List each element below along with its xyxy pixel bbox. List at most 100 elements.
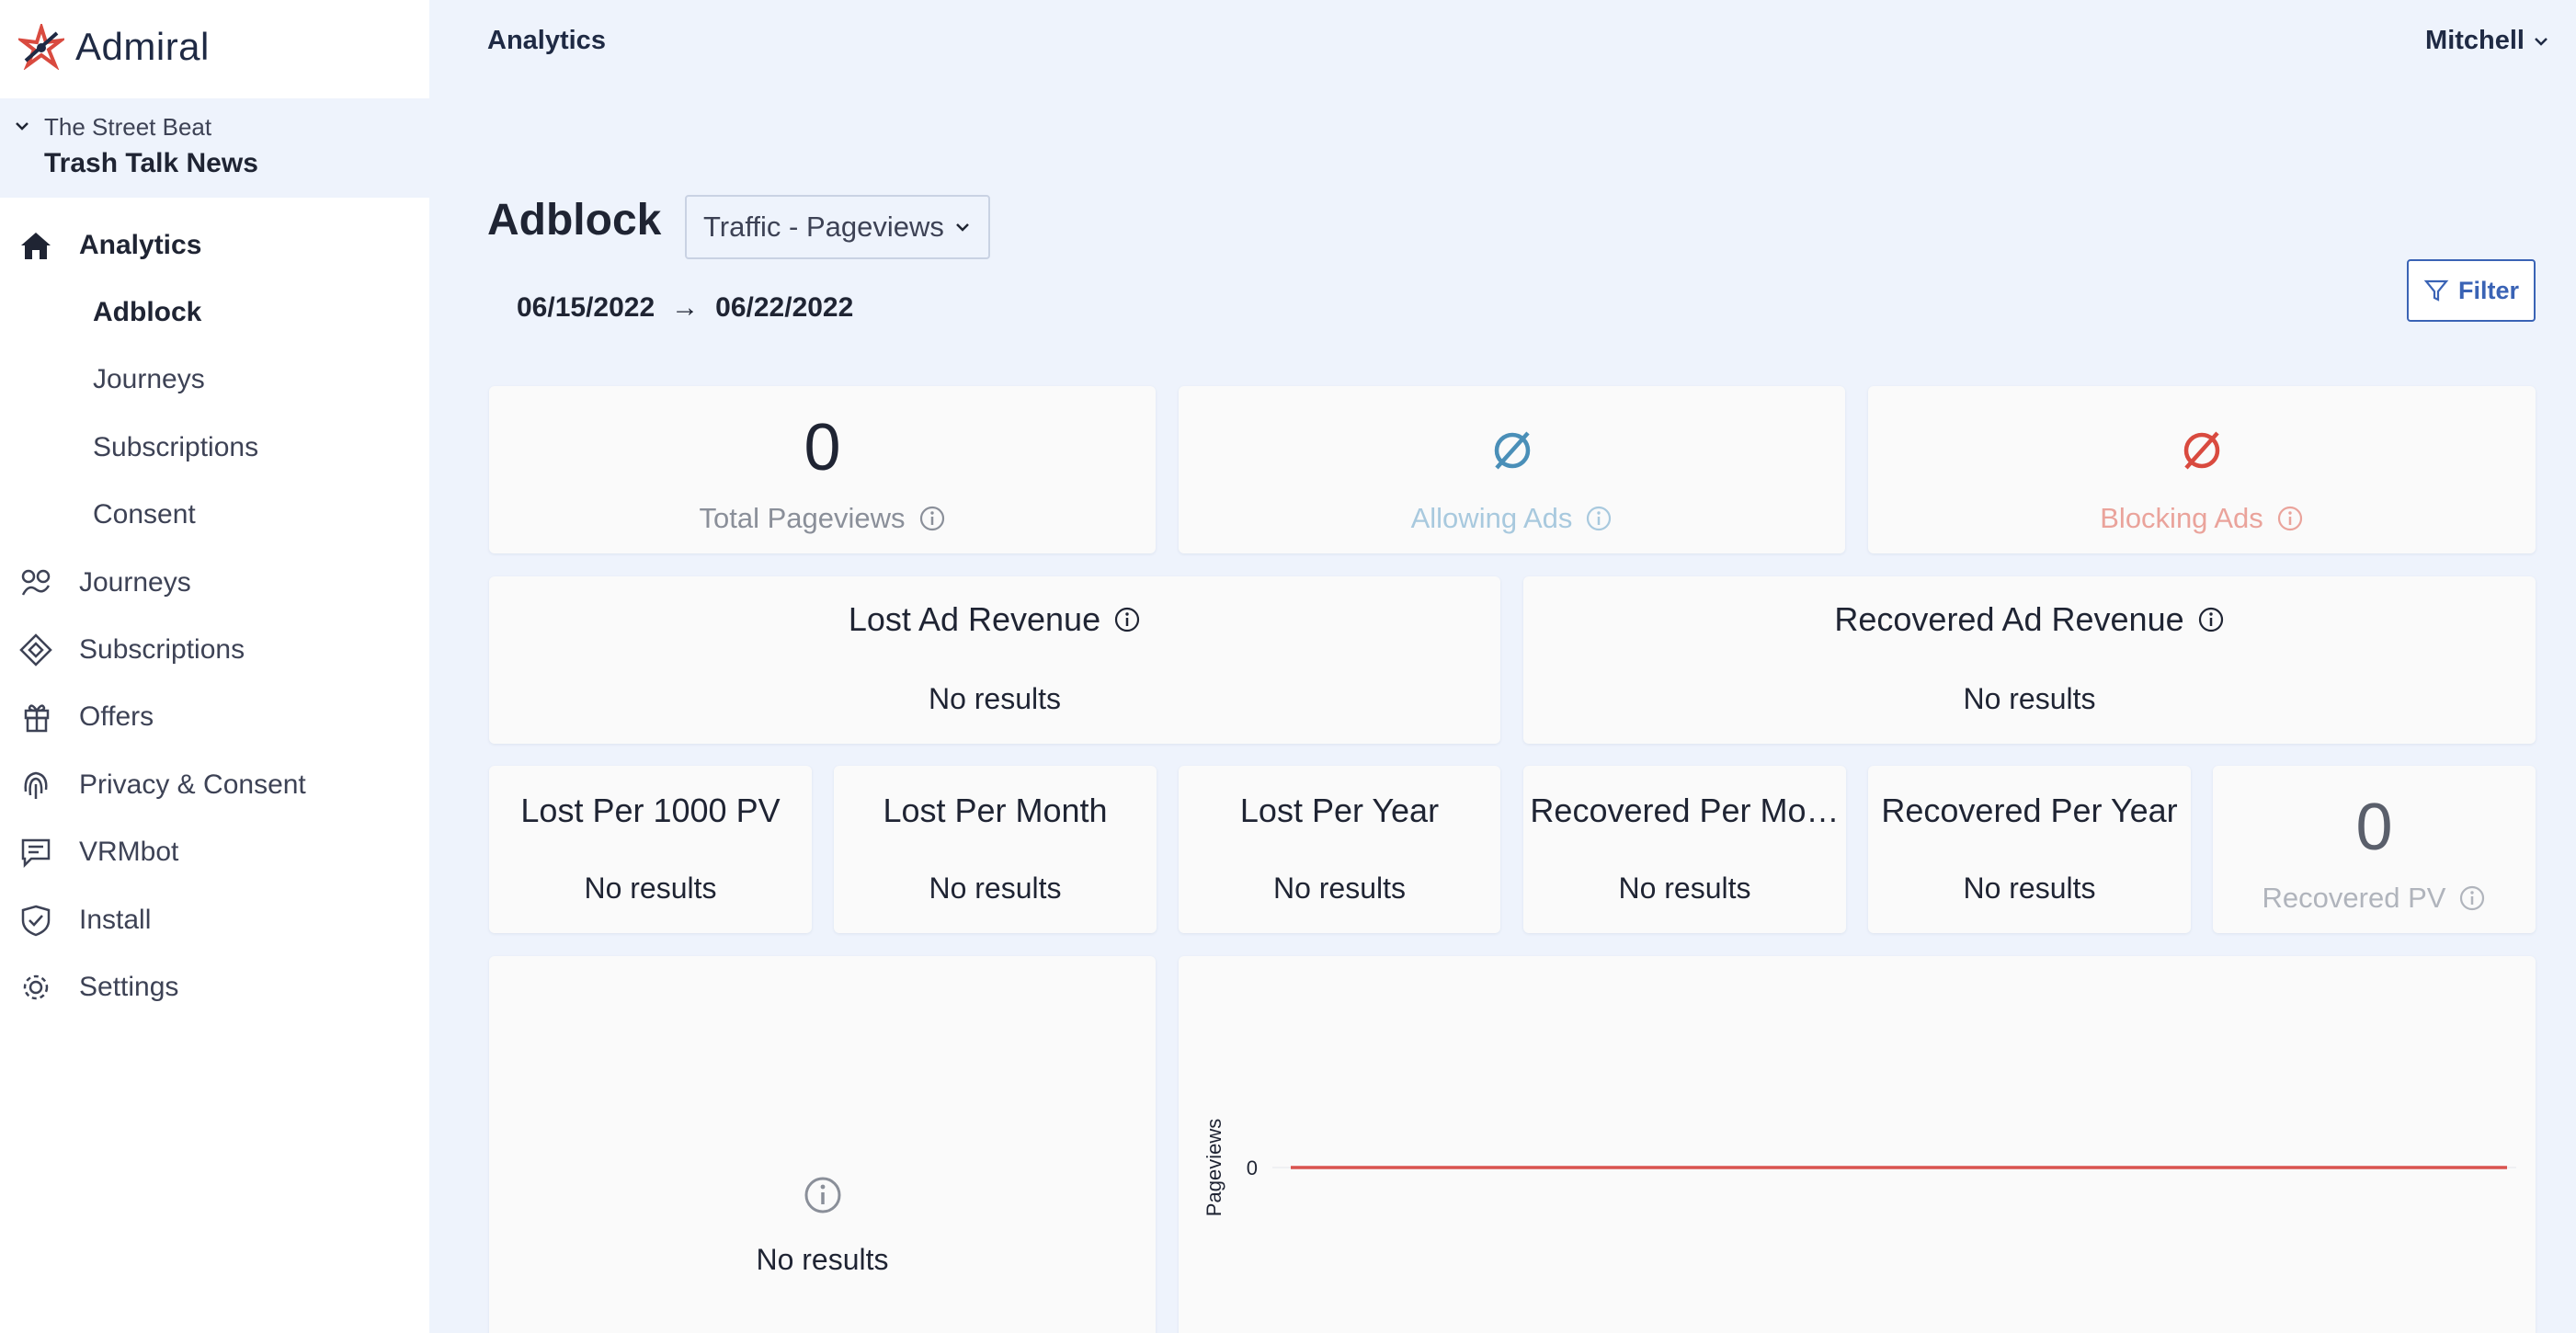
filter-icon <box>2423 279 2449 302</box>
lost-per-month-card: Lost Per Month No results <box>834 766 1157 933</box>
sidebar-item-label: Privacy & Consent <box>79 769 306 800</box>
org-name: Trash Talk News <box>44 148 258 178</box>
info-icon <box>804 1177 841 1213</box>
recovered-pv-label: Recovered PV <box>2213 882 2536 915</box>
sidebar-item-analytics[interactable]: Analytics <box>0 211 429 279</box>
pageviews-chart: Pageviews 0 <box>1203 1119 2516 1216</box>
lost-per-1000-pv-card: Lost Per 1000 PV No results <box>489 766 812 933</box>
shield-check-icon <box>21 905 51 936</box>
brand-name: Admiral <box>75 25 210 68</box>
sidebar-item-privacy-consent[interactable]: Privacy & Consent <box>0 751 429 818</box>
date-start: 06/15/2022 <box>517 292 655 323</box>
sidebar-item-label: Adblock <box>93 297 202 328</box>
sidebar-item-label: Journeys <box>93 364 205 395</box>
sidebar-item-label: Consent <box>93 499 196 530</box>
metric-select-value: Traffic - Pageviews <box>703 211 944 243</box>
allowing-ads-label: Allowing Ads <box>1179 502 1845 535</box>
lost-ad-revenue-card: Lost Ad Revenue No results <box>489 576 1500 744</box>
info-icon[interactable] <box>918 505 946 532</box>
metric-select[interactable]: Traffic - Pageviews <box>685 195 990 259</box>
sidebar-item-subscriptions[interactable]: Subscriptions <box>0 616 429 683</box>
total-pageviews-card: 0 Total Pageviews <box>489 386 1156 553</box>
card-result: No results <box>1963 872 2096 905</box>
stat-label-text: Allowing Ads <box>1410 502 1573 534</box>
sidebar-subitem-journeys[interactable]: Journeys <box>0 347 429 414</box>
card-title-text: Recovered Ad Revenue <box>1834 600 2184 638</box>
org-parent-name: The Street Beat <box>44 113 212 141</box>
header-section-title: Analytics <box>487 26 606 55</box>
card-title: Lost Per 1000 PV <box>520 792 781 829</box>
page-title: Adblock <box>487 196 662 245</box>
total-pageviews-label: Total Pageviews <box>489 502 1156 535</box>
recovered-per-year-card: Recovered Per Year No results <box>1868 766 2191 933</box>
card-title: Lost Per Month <box>883 792 1108 829</box>
recovered-pv-card: 0 Recovered PV <box>2213 766 2536 933</box>
sidebar-item-label: Install <box>79 904 152 935</box>
blocking-ads-label: Blocking Ads <box>1868 502 2536 535</box>
card-result: No results <box>1618 872 1751 905</box>
card-title-text: Lost Ad Revenue <box>848 600 1101 638</box>
card-title: Recovered Per Mo… <box>1530 792 1840 829</box>
sidebar-item-label: Analytics <box>79 229 202 260</box>
card-result: No results <box>584 872 717 905</box>
card-title: Lost Ad Revenue <box>489 600 1500 639</box>
chevron-down-icon <box>2535 37 2548 46</box>
allowing-ads-card: Allowing Ads <box>1179 386 1845 553</box>
blocking-ads-card: Blocking Ads <box>1868 386 2536 553</box>
sidebar-item-journeys[interactable]: Journeys <box>0 549 429 616</box>
sidebar: Admiral The Street Beat Trash Talk News … <box>0 0 429 1333</box>
info-icon[interactable] <box>1585 505 1613 532</box>
y-tick-label: 0 <box>1247 1156 1258 1179</box>
sidebar-item-label: Offers <box>79 701 154 733</box>
info-icon[interactable] <box>2276 505 2304 532</box>
sidebar-item-settings[interactable]: Settings <box>0 953 429 1020</box>
sidebar-item-label: VRMbot <box>79 837 179 868</box>
filter-button-label: Filter <box>2457 276 2519 304</box>
chevron-down-icon <box>955 223 969 232</box>
card-result: No results <box>756 1243 889 1276</box>
subscriptions-icon <box>19 633 52 666</box>
sidebar-item-label: Settings <box>79 971 179 1002</box>
sidebar-item-offers[interactable]: Offers <box>0 684 429 751</box>
info-icon[interactable] <box>1113 606 1141 633</box>
org-switcher[interactable]: The Street Beat Trash Talk News <box>0 98 429 198</box>
journeys-icon <box>21 569 51 596</box>
filter-button[interactable]: Filter <box>2407 259 2536 322</box>
recovered-per-month-card: Recovered Per Mo… No results <box>1523 766 1846 933</box>
card-result: No results <box>1963 682 2096 715</box>
card-result: No results <box>928 682 1062 715</box>
gift-icon <box>24 704 50 733</box>
sidebar-nav: Analytics Adblock Journeys Subscriptions… <box>0 211 429 1021</box>
card-result: No results <box>929 872 1062 905</box>
info-icon[interactable] <box>2458 884 2486 912</box>
card-result: No results <box>1272 872 1407 905</box>
brand-logo[interactable]: Admiral <box>18 24 210 70</box>
recovered-pv-value: 0 <box>2355 791 2393 864</box>
total-pageviews-value: 0 <box>804 411 841 484</box>
date-range[interactable]: 06/15/2022 → 06/22/2022 <box>517 292 853 324</box>
empty-set-icon <box>2183 431 2220 470</box>
sidebar-subitem-consent[interactable]: Consent <box>0 482 429 549</box>
sidebar-subitem-adblock[interactable]: Adblock <box>0 279 429 346</box>
sidebar-subitem-subscriptions[interactable]: Subscriptions <box>0 414 429 481</box>
date-end: 06/22/2022 <box>715 292 854 323</box>
stat-label-text: Blocking Ads <box>2100 502 2263 534</box>
recovered-ad-revenue-card: Recovered Ad Revenue No results <box>1523 576 2536 744</box>
sidebar-item-label: Subscriptions <box>93 431 259 462</box>
stat-label-text: Recovered PV <box>2262 882 2446 914</box>
y-axis-label: Pageviews <box>1203 1119 1225 1216</box>
empty-set-icon <box>1494 431 1531 470</box>
card-title: Lost Per Year <box>1239 792 1440 829</box>
sidebar-item-label: Journeys <box>79 566 191 598</box>
info-icon[interactable] <box>2197 606 2225 633</box>
sidebar-item-label: Subscriptions <box>79 634 245 666</box>
lost-per-year-card: Lost Per Year No results <box>1179 766 1500 933</box>
user-name: Mitchell <box>2425 26 2525 55</box>
sidebar-item-vrmbot[interactable]: VRMbot <box>0 819 429 886</box>
user-menu[interactable]: Mitchell <box>2425 26 2550 56</box>
gear-icon <box>23 974 49 1000</box>
sidebar-item-install[interactable]: Install <box>0 886 429 953</box>
no-results-panel: No results <box>489 956 1156 1333</box>
card-title: Recovered Ad Revenue <box>1523 600 2536 639</box>
fingerprint-icon <box>24 771 48 799</box>
